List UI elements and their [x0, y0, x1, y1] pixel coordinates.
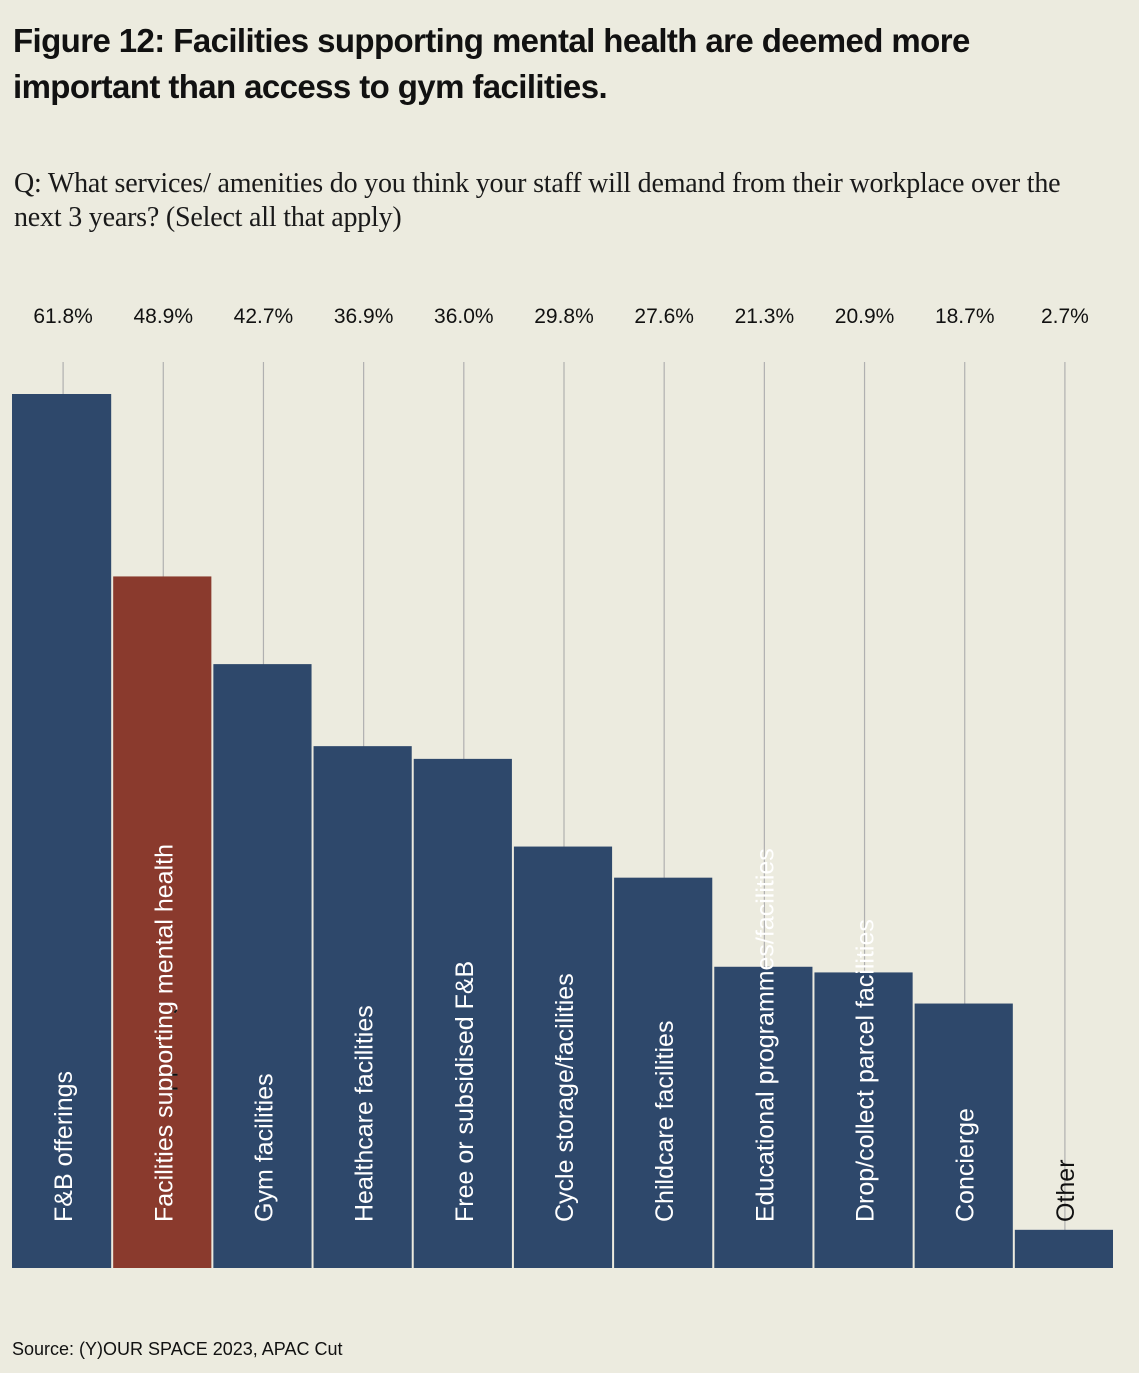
value-label: 2.7%: [1041, 305, 1089, 328]
value-label: 18.7%: [935, 305, 995, 328]
value-label: 48.9%: [133, 305, 193, 328]
chart-title: Figure 12: Facilities supporting mental …: [13, 22, 970, 105]
bar-drop-collect-parcel-facilities: [814, 972, 913, 1268]
category-label-overflow: F&B offerings: [50, 1071, 78, 1222]
value-labels: 61.8% 48.9% 42.7% 36.9% 36.0% 29.8% 27.6% 21.3%…: [33, 305, 1089, 328]
value-label: 20.9%: [835, 305, 895, 328]
value-label: 29.8%: [534, 305, 594, 328]
value-label: 21.3%: [735, 305, 795, 328]
category-label: Free or subsidised F&B: [451, 961, 479, 1222]
value-label: 36.9%: [334, 305, 394, 328]
category-labels: F&B offerings Facilities supporting menta…: [50, 844, 1080, 1222]
category-label: Healthcare facilities: [351, 1005, 379, 1222]
survey-question: Q: What services/ amenities do you think…: [14, 168, 1061, 233]
value-label: 36.0%: [434, 305, 494, 328]
bars: [12, 394, 1113, 1268]
category-label: Gym facilities: [250, 1073, 278, 1222]
category-label: F&B offerings: [50, 1071, 78, 1222]
bar-f-b-offerings: [12, 394, 112, 1268]
bar-free-or-subsidised-f-b: [413, 758, 512, 1268]
bar-cycle-storage-facilities: [513, 846, 613, 1268]
bar-other: [1014, 1229, 1113, 1268]
category-label: Concierge: [952, 1108, 980, 1222]
bar-concierge: [914, 1003, 1013, 1268]
bar-childcare-facilities: [614, 877, 713, 1268]
bar-educational-programmes-facilities: [714, 966, 813, 1268]
bar-facilities-supporting-mental-health: [113, 576, 212, 1268]
category-label: Facilities supporting mental health: [150, 844, 178, 1222]
value-label: 61.8%: [33, 305, 93, 328]
category-label-overflow: Facilities supporting mental health: [150, 844, 178, 1222]
category-label: Cycle storage/facilities: [551, 973, 579, 1222]
value-label: 27.6%: [634, 305, 694, 328]
value-label: 42.7%: [234, 305, 294, 328]
bar-healthcare-facilities: [313, 746, 412, 1268]
category-label: Other: [1052, 1159, 1080, 1222]
category-label: Educational programmes/facilities: [751, 848, 779, 1222]
category-label: Childcare facilities: [651, 1021, 679, 1222]
source-note: Source: (Y)OUR SPACE 2023, APAC Cut: [12, 1339, 343, 1359]
category-label: Drop/collect parcel facilities: [852, 919, 880, 1222]
bar-gym-facilities: [213, 664, 312, 1268]
